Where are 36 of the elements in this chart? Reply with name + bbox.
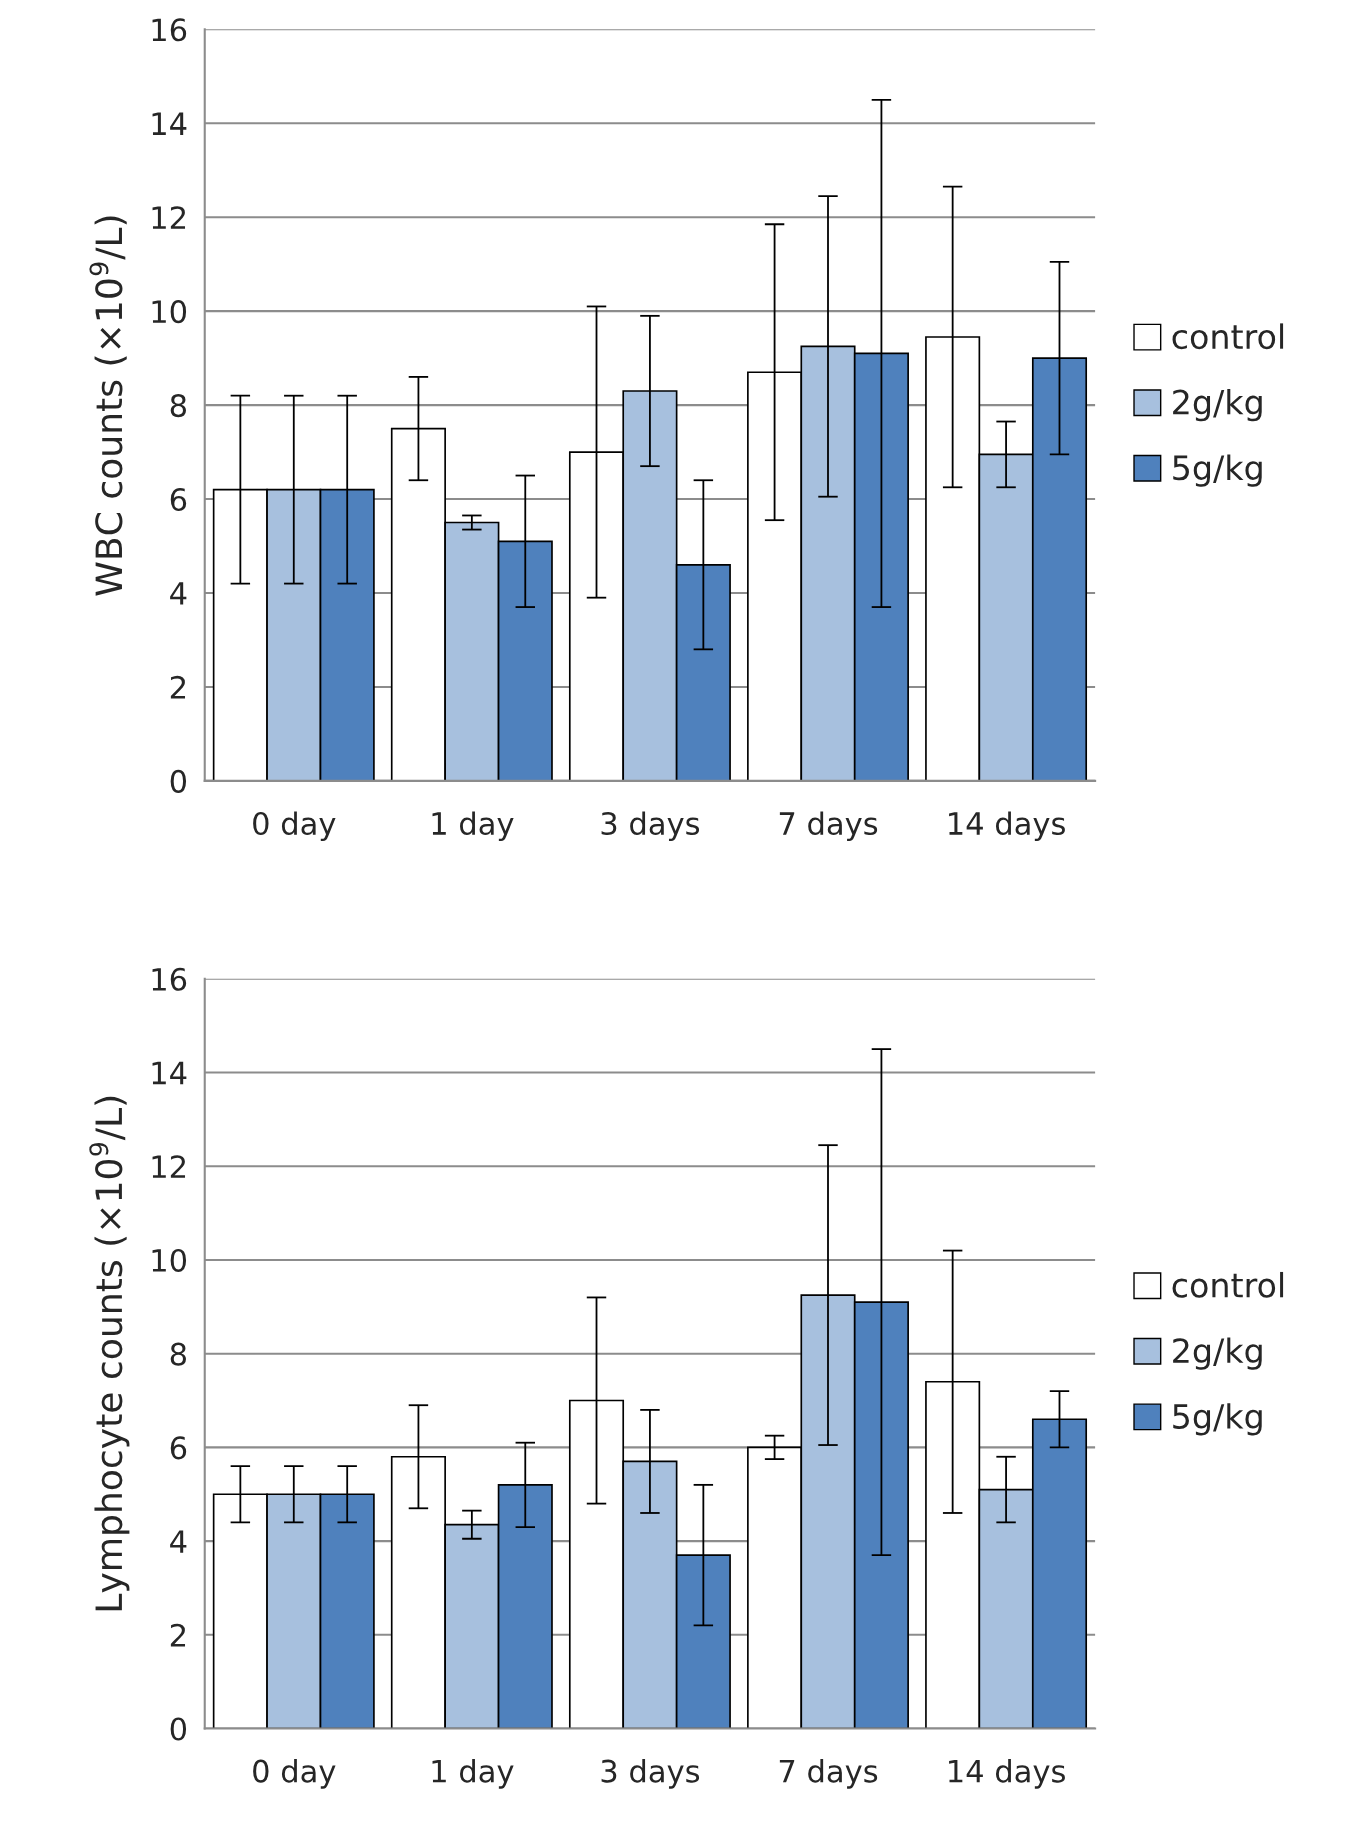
y-tick-label: 14 bbox=[152, 112, 187, 135]
y-tick-label: 10 bbox=[152, 300, 187, 324]
x-tick-label: 3 days bbox=[601, 1759, 700, 1789]
x-tick-label: 14 days bbox=[949, 1759, 1065, 1789]
legend-label: 2g/kg bbox=[1173, 1337, 1262, 1370]
y-tick-label: 6 bbox=[170, 487, 187, 512]
x-tick-label: 1 day bbox=[432, 811, 514, 841]
x-tick-label: 7 days bbox=[779, 811, 878, 841]
y-tick-label: 4 bbox=[170, 582, 187, 605]
y-tick-label: 4 bbox=[170, 1530, 187, 1553]
y-tick-label: 0 bbox=[170, 769, 187, 793]
x-tick-label: 14 days bbox=[949, 811, 1065, 841]
y-axis-title: WBC counts (×10$^{9}$/L) bbox=[89, 216, 127, 596]
y-tick-label: 16 bbox=[152, 18, 187, 42]
legend-label: 5g/kg bbox=[1173, 454, 1262, 487]
y-tick-label: 12 bbox=[152, 1155, 186, 1178]
y-tick-label: 10 bbox=[152, 1248, 187, 1272]
legend-label: 5g/kg bbox=[1173, 1403, 1262, 1436]
y-tick-label: 0 bbox=[170, 1717, 187, 1741]
x-tick-label: 0 day bbox=[253, 811, 336, 841]
y-tick-label: 2 bbox=[170, 1623, 186, 1647]
legend-label: control bbox=[1172, 323, 1284, 350]
y-tick-label: 16 bbox=[152, 967, 187, 991]
y-tick-label: 12 bbox=[152, 206, 186, 229]
x-tick-label: 7 days bbox=[779, 1759, 878, 1789]
x-tick-label: 3 days bbox=[601, 811, 700, 841]
y-tick-label: 6 bbox=[170, 1436, 187, 1460]
y-tick-label: 8 bbox=[170, 394, 186, 418]
y-tick-label: 8 bbox=[170, 1342, 186, 1366]
y-tick-label: 14 bbox=[152, 1061, 187, 1085]
y-axis-title: Lymphocyte counts (×10$^{9}$/L) bbox=[89, 1096, 130, 1611]
legend-label: 2g/kg bbox=[1173, 388, 1262, 422]
x-tick-label: 1 day bbox=[432, 1759, 514, 1789]
x-tick-label: 0 day bbox=[253, 1759, 336, 1789]
legend-label: control bbox=[1172, 1271, 1284, 1298]
y-tick-label: 2 bbox=[170, 675, 186, 699]
